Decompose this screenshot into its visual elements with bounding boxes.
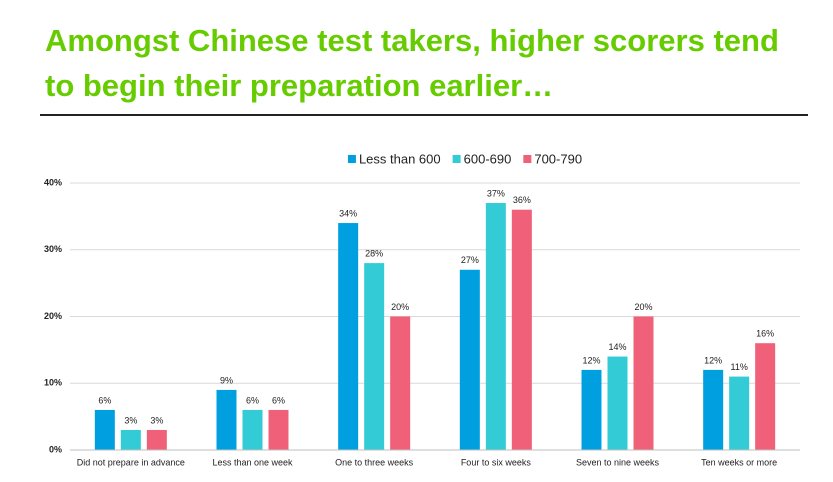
value-label: 34% [339, 208, 357, 218]
value-label: 36% [513, 195, 531, 205]
value-label: 6% [272, 395, 285, 405]
bar [146, 429, 167, 450]
bar [390, 316, 411, 450]
bar [633, 316, 654, 450]
value-label: 9% [220, 375, 233, 385]
y-tick-label: 30% [44, 244, 62, 254]
bar [268, 409, 289, 450]
x-tick-label: Did not prepare in advance [77, 457, 185, 467]
legend-swatch [347, 155, 356, 163]
value-label: 6% [246, 395, 259, 405]
value-label: 12% [704, 355, 722, 365]
legend-swatch [452, 155, 461, 163]
bar [459, 269, 480, 450]
title-rule [40, 114, 808, 116]
bar [581, 369, 602, 450]
value-label: 28% [365, 248, 383, 258]
bar [729, 376, 750, 450]
bar [755, 343, 776, 450]
bar [216, 389, 237, 450]
x-tick-label: Less than one week [212, 457, 293, 467]
y-tick-label: 40% [44, 177, 62, 187]
bar [485, 203, 506, 450]
value-label: 11% [730, 362, 747, 372]
value-label: 16% [756, 329, 774, 339]
x-tick-label: Four to six weeks [461, 457, 532, 467]
bar [94, 409, 115, 450]
y-tick-label: 0% [49, 444, 62, 454]
y-tick-label: 20% [44, 311, 62, 321]
bar [511, 209, 532, 450]
bar [338, 223, 359, 450]
x-tick-label: One to three weeks [335, 457, 414, 467]
bar [607, 356, 628, 450]
bar [364, 263, 385, 450]
value-label: 12% [582, 355, 600, 365]
bar [120, 429, 141, 450]
legend-swatch [523, 155, 532, 163]
chart-title: Amongst Chinese test takers, higher scor… [45, 23, 779, 103]
value-label: 27% [461, 255, 479, 265]
x-tick-label: Seven to nine weeks [576, 457, 660, 467]
value-label: 3% [124, 415, 137, 425]
value-label: 14% [608, 342, 626, 352]
value-label: 20% [634, 302, 652, 312]
bar [703, 369, 724, 450]
value-label: 6% [98, 395, 111, 405]
value-label: 3% [150, 415, 163, 425]
x-tick-label: Ten weeks or more [701, 457, 777, 467]
value-label: 37% [487, 188, 505, 198]
y-tick-label: 10% [44, 378, 62, 388]
bar [242, 409, 263, 450]
legend-label: Less than 600 [359, 151, 441, 166]
legend-label: 700-790 [534, 151, 582, 166]
legend-label: 600-690 [464, 151, 512, 166]
value-label: 20% [391, 302, 409, 312]
